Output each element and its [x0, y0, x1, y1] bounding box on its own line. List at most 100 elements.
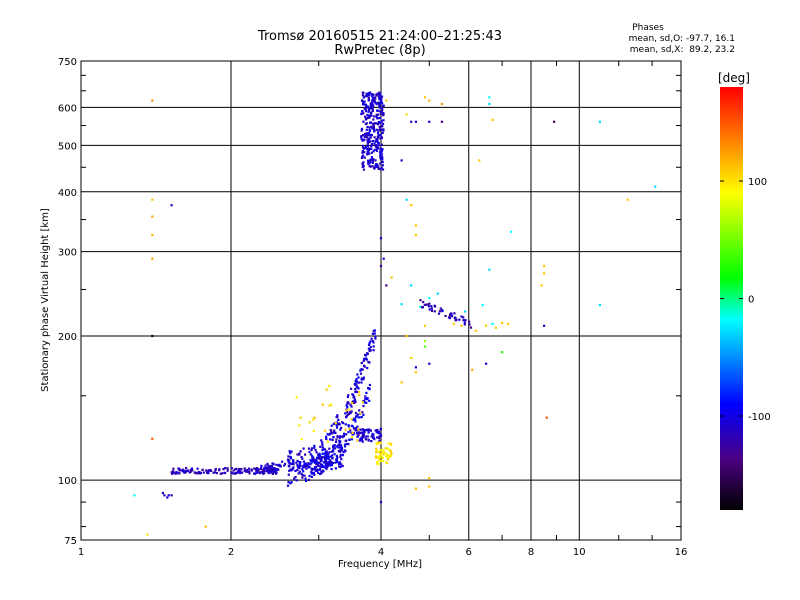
data-point: [318, 454, 322, 457]
data-point: [354, 390, 357, 394]
data-point: [377, 113, 380, 116]
data-point: [379, 156, 382, 159]
data-point: [369, 121, 373, 124]
data-point: [206, 471, 209, 474]
data-point: [322, 448, 325, 451]
data-point: [427, 305, 431, 308]
data-point: [376, 101, 379, 104]
data-point: [281, 460, 284, 463]
data-point: [336, 416, 339, 419]
data-point: [369, 349, 372, 352]
data-point: [350, 418, 353, 421]
data-point: [331, 454, 334, 457]
data-point: [339, 455, 342, 459]
data-point: [366, 148, 369, 151]
data-point: [452, 322, 455, 325]
data-point: [311, 454, 314, 458]
data-point: [367, 347, 370, 350]
data-point: [390, 276, 393, 279]
data-point: [474, 329, 477, 332]
data-point: [338, 465, 341, 468]
data-point: [275, 472, 278, 475]
data-point: [340, 449, 343, 452]
data-point: [351, 431, 354, 434]
data-point: [221, 472, 224, 475]
data-point: [356, 439, 359, 442]
data-point: [374, 159, 377, 162]
data-point: [370, 147, 373, 150]
data-point: [341, 464, 344, 468]
data-point: [365, 398, 369, 401]
data-point: [243, 469, 246, 472]
data-point: [358, 439, 361, 442]
data-point: [381, 160, 384, 164]
data-point: [543, 272, 546, 275]
data-point: [167, 494, 170, 497]
data-point: [174, 472, 177, 475]
data-point: [373, 167, 376, 170]
data-point: [173, 471, 176, 474]
data-point: [363, 429, 366, 432]
data-point: [343, 432, 346, 435]
colorbar: [720, 87, 743, 510]
data-point: [374, 140, 378, 143]
data-point: [151, 198, 154, 201]
data-point: [299, 450, 302, 453]
data-point: [367, 99, 370, 102]
data-point: [369, 165, 372, 168]
data-point: [426, 303, 429, 306]
data-point: [301, 474, 304, 477]
data-point: [375, 103, 378, 106]
data-point: [361, 368, 364, 371]
data-point: [375, 456, 378, 459]
data-point: [344, 445, 347, 448]
data-point: [376, 131, 380, 134]
data-point: [366, 95, 369, 98]
data-point: [214, 468, 217, 471]
data-point: [350, 405, 353, 408]
data-point: [283, 464, 286, 467]
data-point: [370, 158, 373, 161]
data-point: [240, 467, 243, 471]
data-point: [352, 393, 355, 397]
data-point: [378, 97, 381, 100]
data-point: [230, 467, 233, 470]
data-point: [381, 104, 385, 107]
data-point: [375, 113, 378, 116]
data-point: [375, 442, 378, 445]
data-point: [366, 145, 370, 148]
data-point: [299, 464, 302, 467]
data-point: [360, 436, 363, 439]
data-point: [362, 432, 365, 435]
data-point: [343, 449, 346, 452]
data-point: [348, 438, 351, 441]
data-point: [329, 455, 332, 458]
y-tick-label: 200: [58, 332, 77, 343]
data-point: [386, 458, 389, 461]
data-point: [314, 449, 317, 452]
data-point: [370, 134, 373, 137]
data-point: [453, 317, 456, 320]
data-point: [303, 474, 306, 477]
data-point: [364, 118, 367, 121]
data-point: [287, 458, 290, 461]
data-point: [439, 307, 442, 310]
data-point: [324, 452, 327, 455]
data-point: [277, 464, 280, 467]
data-point: [380, 143, 383, 146]
data-point: [361, 428, 364, 431]
data-point: [309, 453, 312, 456]
data-point: [367, 109, 371, 112]
data-point: [340, 447, 343, 450]
data-point: [389, 449, 392, 452]
data-point: [345, 414, 348, 418]
data-point: [376, 146, 380, 149]
data-point: [373, 100, 376, 103]
data-point: [378, 106, 382, 109]
data-point: [368, 361, 371, 364]
data-point: [234, 468, 237, 471]
data-point: [360, 381, 363, 384]
data-point: [133, 494, 136, 497]
data-point: [340, 463, 343, 466]
